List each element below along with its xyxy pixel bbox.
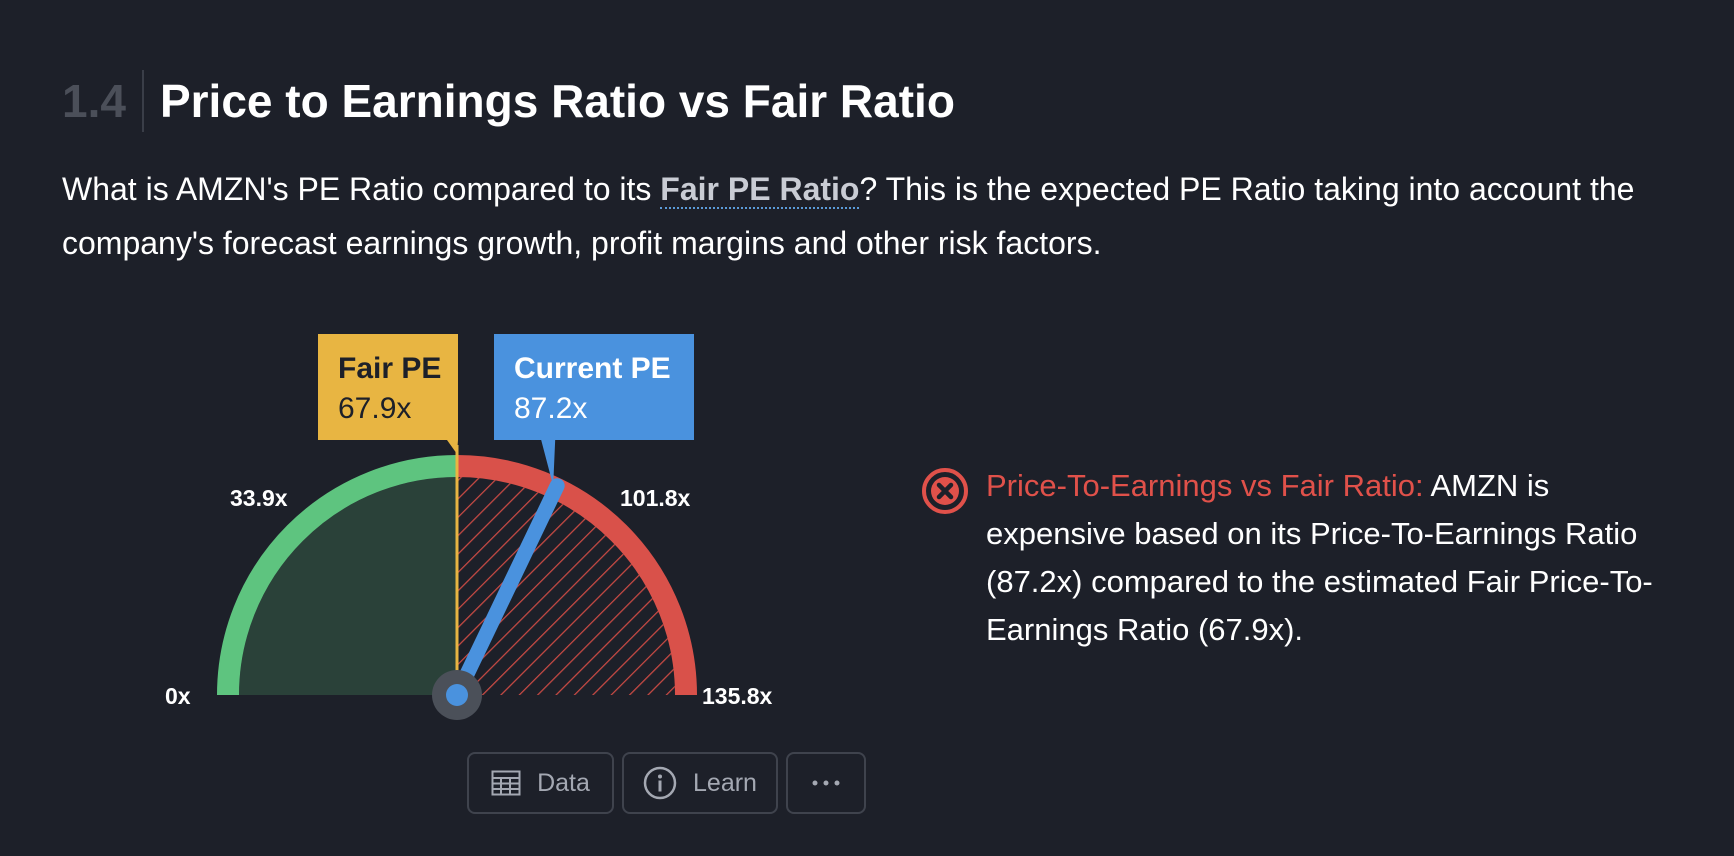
gauge-tick-label: 135.8x	[702, 683, 773, 709]
verdict-callout: Price-To-Earnings vs Fair Ratio: AMZN is…	[920, 462, 1680, 654]
pe-gauge-chart: Fair PE 67.9x Current PE 87.2x 0x 33.9x 101.8x…	[165, 334, 773, 720]
gauge-tick-label: 101.8x	[620, 485, 691, 511]
undervalued-arc	[217, 455, 458, 696]
fair-pe-ratio-link[interactable]: Fair PE Ratio	[660, 171, 860, 209]
section-number: 1.4	[62, 75, 126, 127]
section-description: What is AMZN's PE Ratio compared to its …	[62, 162, 1682, 270]
section-header: 1.4 Price to Earnings Ratio vs Fair Rati…	[62, 70, 955, 132]
data-button-label: Data	[537, 768, 590, 797]
fair-pe-label-value: 67.9x	[338, 392, 411, 425]
overvalued-arc	[456, 455, 697, 696]
more-horizontal-icon	[812, 780, 840, 786]
fair-pe-label-box	[318, 334, 458, 454]
needle-pivot-inner	[446, 684, 468, 706]
current-pe-label-box	[494, 334, 694, 486]
header-divider	[141, 70, 144, 132]
x-circle-icon	[922, 468, 968, 514]
description-text-before: What is AMZN's PE Ratio compared to its	[62, 171, 661, 207]
learn-button-label: Learn	[693, 768, 757, 797]
gauge-tick-label: 33.9x	[230, 485, 288, 511]
verdict-text: Price-To-Earnings vs Fair Ratio: AMZN is…	[986, 462, 1680, 654]
overvalued-region	[457, 477, 675, 695]
undervalued-region	[239, 477, 457, 695]
current-pe-label-title: Current PE	[514, 352, 671, 385]
current-pe-label-value: 87.2x	[514, 392, 587, 425]
learn-button[interactable]: Learn	[622, 752, 778, 814]
table-icon	[491, 770, 521, 796]
more-options-button[interactable]	[786, 752, 866, 814]
section-title: Price to Earnings Ratio vs Fair Ratio	[159, 75, 955, 127]
fair-pe-label-title: Fair PE	[338, 352, 441, 385]
current-pe-needle	[449, 478, 565, 703]
info-icon	[643, 766, 677, 800]
verdict-label: Price-To-Earnings vs Fair Ratio:	[986, 468, 1424, 503]
gauge-tick-label: 0x	[165, 683, 191, 709]
data-button[interactable]: Data	[467, 752, 614, 814]
verdict-body: AMZN is expensive based on its Price-To-…	[986, 468, 1653, 647]
description-text-after: ? This is the expected PE Ratio taking i…	[62, 171, 1635, 261]
